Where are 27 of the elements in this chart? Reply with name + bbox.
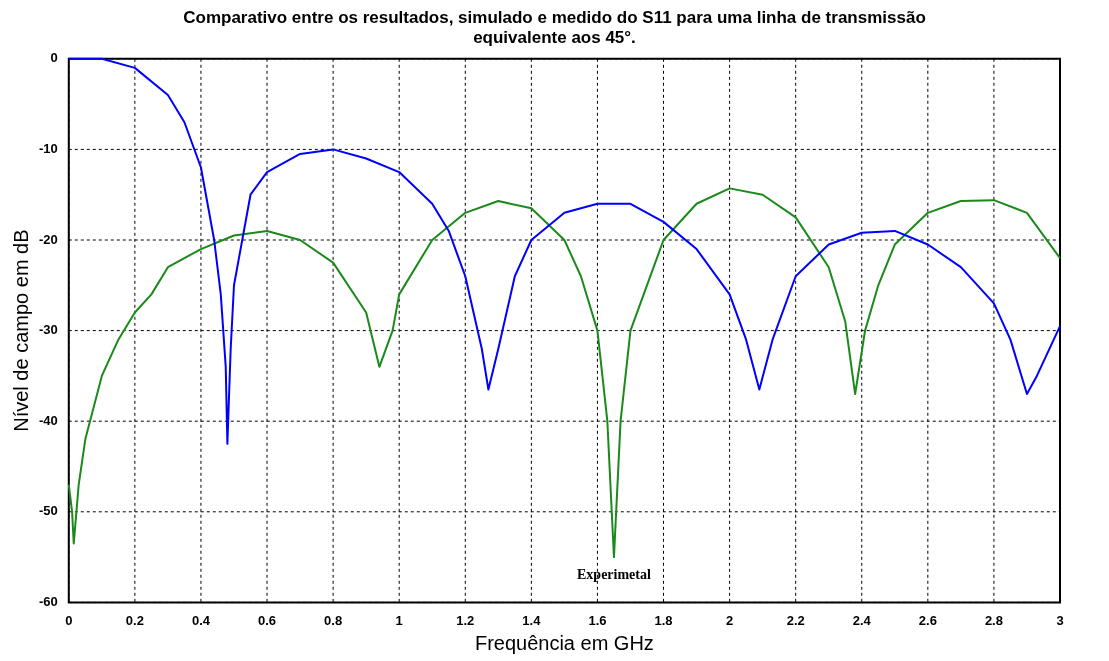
x-axis-title: Frequência em GHz (474, 631, 654, 654)
x-tick-label: 0.8 (324, 612, 343, 628)
x-tick-label: 2.8 (984, 612, 1003, 628)
annotation: Experimetal (577, 566, 651, 582)
chart-title: Comparativo entre os resultados, simulado e medido do S11 para uma linha de transmissão equivalente aos 45°. (182, 8, 927, 48)
x-tick-label: 0.2 (125, 612, 144, 628)
x-tick-label: 2.4 (852, 612, 872, 628)
x-tick-label: 3 (1056, 612, 1064, 628)
y-tick-label: -50 (38, 503, 58, 519)
y-axis-title: Nível de campo em dB (9, 229, 32, 432)
y-tick-label: -40 (38, 412, 58, 428)
x-tick-label: 1.6 (588, 612, 607, 628)
x-tick-label: 0.4 (191, 612, 211, 628)
x-tick-label: 2.2 (786, 612, 805, 628)
x-tick-label: 1 (395, 612, 403, 628)
x-tick-label: 1.4 (522, 612, 542, 628)
x-tick-label: 2 (725, 612, 734, 628)
y-tick-label: -20 (38, 231, 58, 247)
y-tick-label: -10 (38, 140, 58, 156)
y-tick-label: -30 (38, 322, 58, 338)
x-tick-label: 1.2 (456, 612, 475, 628)
y-tick-label: 0 (50, 50, 58, 66)
x-tick-label: 0.6 (257, 612, 277, 628)
x-tick-label: 1.8 (654, 612, 673, 628)
x-tick-label: 0 (65, 612, 73, 628)
y-tick-label: -60 (38, 593, 58, 609)
x-tick-label: 2.6 (918, 612, 937, 628)
